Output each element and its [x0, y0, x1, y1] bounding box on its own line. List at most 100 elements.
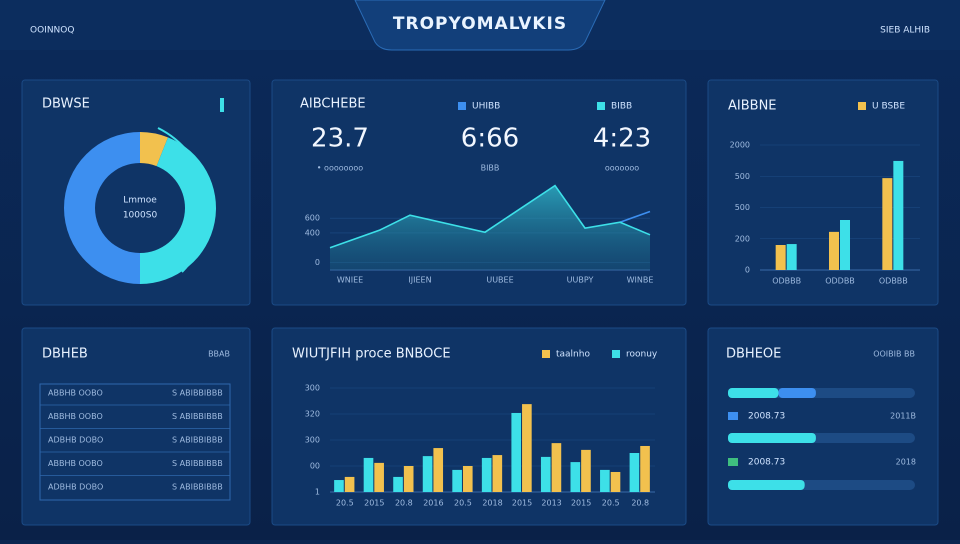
- kpi-label: BIBB: [481, 164, 500, 173]
- panel-link[interactable]: BBAB: [208, 350, 230, 359]
- panel-note: OOIBIB BB: [873, 350, 915, 359]
- bar: [540, 456, 551, 492]
- x-tick-label: 2015: [512, 499, 532, 508]
- panel-title: WIUTJFIH proce BNBOCE: [292, 347, 451, 362]
- y-tick-label: 0: [315, 258, 320, 267]
- menu-icon[interactable]: [220, 98, 224, 112]
- y-tick-label: 200: [735, 234, 750, 243]
- y-tick-label: 1: [315, 488, 320, 497]
- bar: [786, 244, 797, 270]
- donut-slice: [140, 132, 168, 167]
- progress-note: 2018: [896, 458, 916, 467]
- legend-label: U BSBE: [872, 102, 905, 112]
- x-tick-label: 2016: [423, 499, 443, 508]
- bar: [882, 178, 893, 270]
- progress-label: 2008.73: [748, 412, 785, 422]
- x-tick-label: 2018: [482, 499, 502, 508]
- line-series: [619, 210, 651, 223]
- center-label: 1000S0: [123, 211, 158, 221]
- x-tick-label: 2013: [541, 499, 561, 508]
- label-marker: [728, 412, 738, 420]
- panel-title: AIBCHEBE: [300, 97, 366, 112]
- panel-title: AIBBNE: [728, 99, 777, 114]
- bar: [581, 449, 591, 492]
- x-tick-label: IJIEEN: [408, 276, 431, 285]
- x-tick-label: 20.5: [336, 499, 354, 508]
- table-cell: ADBHB DOBO: [48, 483, 103, 492]
- table-cell: S ABIBBIBBB: [172, 389, 223, 398]
- donut-slice: [64, 132, 140, 284]
- y-tick-label: 500: [735, 203, 750, 212]
- center-label: Lmmoe: [123, 196, 157, 206]
- bar: [403, 466, 414, 492]
- y-tick-label: 300: [305, 436, 320, 445]
- x-tick-label: 2015: [571, 499, 591, 508]
- legend-swatch: [858, 102, 866, 110]
- x-tick-label: 20.5: [454, 499, 472, 508]
- legend-swatch: [612, 350, 620, 358]
- bar: [840, 220, 850, 270]
- y-tick-label: 2000: [730, 141, 750, 150]
- progress-label: 2008.73: [748, 458, 785, 468]
- title-tab: [354, 0, 606, 51]
- panel: [707, 327, 939, 526]
- kpi-label: ooooooo: [605, 164, 639, 173]
- bar: [374, 462, 384, 492]
- table-cell: S ABIBBIBBB: [172, 483, 223, 492]
- bar: [522, 404, 532, 492]
- bar: [363, 457, 374, 492]
- kpi-value: 4:23: [593, 124, 651, 154]
- table-cell: ABBHB OOBO: [48, 389, 103, 398]
- line-area: [330, 185, 650, 270]
- legend-swatch: [597, 102, 605, 110]
- header-right[interactable]: SIEB ALHIB: [880, 26, 930, 36]
- x-tick-label: WNIEE: [337, 276, 363, 285]
- table-frame: [39, 383, 231, 501]
- panel-title: DBHEB: [42, 347, 88, 362]
- x-tick-label: 20.8: [395, 499, 413, 508]
- x-tick-label: WINBE: [627, 276, 654, 285]
- legend-swatch: [458, 102, 466, 110]
- line-series: [329, 184, 651, 249]
- header-title: TROPYOMALVKIS: [393, 14, 567, 34]
- legend-label: roonuy: [626, 350, 658, 360]
- bar: [629, 453, 640, 492]
- legend-label: taalnho: [556, 350, 590, 360]
- panel: [271, 79, 687, 306]
- x-tick-label: UUBEE: [486, 276, 513, 285]
- x-tick-label: 2015: [364, 499, 384, 508]
- bar: [570, 462, 581, 492]
- bar: [829, 231, 839, 270]
- y-tick-label: 00: [310, 462, 320, 471]
- x-tick-label: ODBBB: [879, 277, 908, 286]
- panel: [707, 79, 939, 306]
- x-tick-label: ODBBB: [772, 277, 801, 286]
- table-cell: ADBHB DOBO: [48, 436, 103, 445]
- y-tick-label: 400: [305, 228, 320, 237]
- bar: [775, 245, 786, 270]
- x-tick-label: ODDBB: [825, 277, 855, 286]
- header-left: OOINNOQ: [30, 26, 74, 36]
- y-tick-label: 500: [735, 172, 750, 181]
- bar: [551, 443, 562, 492]
- progress-bar: [728, 433, 816, 443]
- table-cell: S ABIBBIBBB: [172, 412, 223, 421]
- kpi-value: 6:66: [461, 124, 519, 154]
- bar: [481, 457, 492, 492]
- bar: [462, 466, 473, 492]
- legend-label: BIBB: [611, 102, 632, 112]
- x-tick-label: 20.5: [602, 499, 620, 508]
- y-tick-label: 320: [305, 410, 320, 419]
- bar: [640, 445, 650, 492]
- legend-label: UHIBB: [472, 102, 500, 112]
- bar: [492, 455, 503, 492]
- table-cell: S ABIBBIBBB: [172, 436, 223, 445]
- bar: [334, 480, 344, 492]
- kpi-label: • oooooooo: [317, 164, 364, 173]
- donut-slice: [140, 137, 217, 284]
- bar: [452, 469, 462, 492]
- progress-note: 2011B: [890, 412, 916, 421]
- y-tick-label: 600: [305, 214, 320, 223]
- panel-title: DBHEOE: [726, 347, 781, 362]
- y-tick-label: 300: [305, 384, 320, 393]
